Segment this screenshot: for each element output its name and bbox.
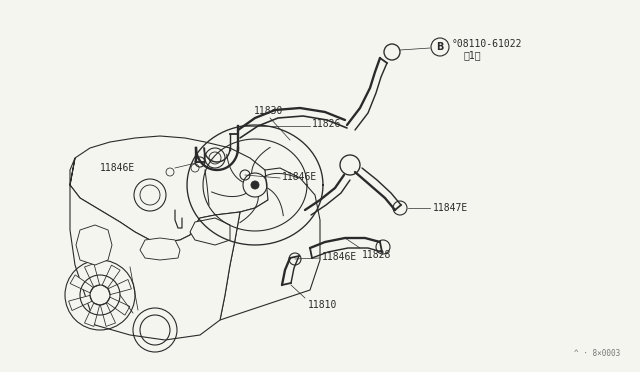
Polygon shape — [76, 225, 112, 265]
Text: °08110-61022: °08110-61022 — [452, 39, 522, 49]
Polygon shape — [190, 218, 230, 245]
Circle shape — [384, 44, 400, 60]
Text: （1）: （1） — [463, 50, 481, 60]
Polygon shape — [140, 238, 180, 260]
Polygon shape — [100, 303, 115, 326]
Polygon shape — [220, 168, 320, 320]
Text: 11846E: 11846E — [100, 163, 135, 173]
Text: 11828: 11828 — [362, 250, 392, 260]
Text: 11847E: 11847E — [433, 203, 468, 213]
Polygon shape — [108, 279, 131, 295]
Circle shape — [251, 181, 259, 189]
Polygon shape — [102, 265, 120, 288]
Polygon shape — [68, 295, 92, 311]
Text: 11846E: 11846E — [282, 172, 317, 182]
Polygon shape — [107, 297, 130, 315]
Text: B: B — [436, 42, 444, 52]
Circle shape — [340, 155, 360, 175]
Text: 11830: 11830 — [254, 106, 284, 116]
Text: 11846E: 11846E — [322, 252, 357, 262]
Polygon shape — [84, 264, 100, 287]
Text: 11810: 11810 — [308, 300, 337, 310]
Text: 11826: 11826 — [312, 119, 341, 129]
Text: ^ · 8×0003: ^ · 8×0003 — [573, 349, 620, 358]
Polygon shape — [70, 275, 93, 293]
Polygon shape — [70, 136, 270, 242]
Polygon shape — [70, 158, 240, 340]
Polygon shape — [84, 303, 100, 326]
